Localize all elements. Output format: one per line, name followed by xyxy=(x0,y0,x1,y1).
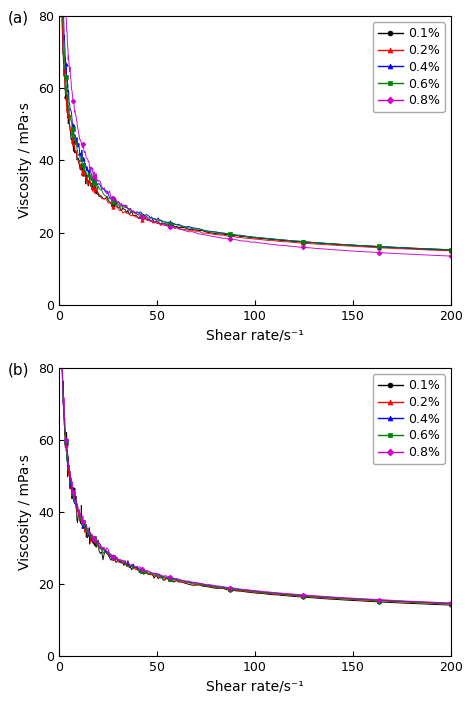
Text: (b): (b) xyxy=(8,362,29,377)
X-axis label: Shear rate/s⁻¹: Shear rate/s⁻¹ xyxy=(206,328,304,342)
X-axis label: Shear rate/s⁻¹: Shear rate/s⁻¹ xyxy=(206,680,304,694)
Legend: 0.1%, 0.2%, 0.4%, 0.6%, 0.8%: 0.1%, 0.2%, 0.4%, 0.6%, 0.8% xyxy=(373,374,445,464)
Y-axis label: Viscosity / mPa·s: Viscosity / mPa·s xyxy=(18,454,32,570)
Text: (a): (a) xyxy=(8,11,29,25)
Legend: 0.1%, 0.2%, 0.4%, 0.6%, 0.8%: 0.1%, 0.2%, 0.4%, 0.6%, 0.8% xyxy=(373,23,445,112)
Y-axis label: Viscosity / mPa·s: Viscosity / mPa·s xyxy=(18,102,32,219)
